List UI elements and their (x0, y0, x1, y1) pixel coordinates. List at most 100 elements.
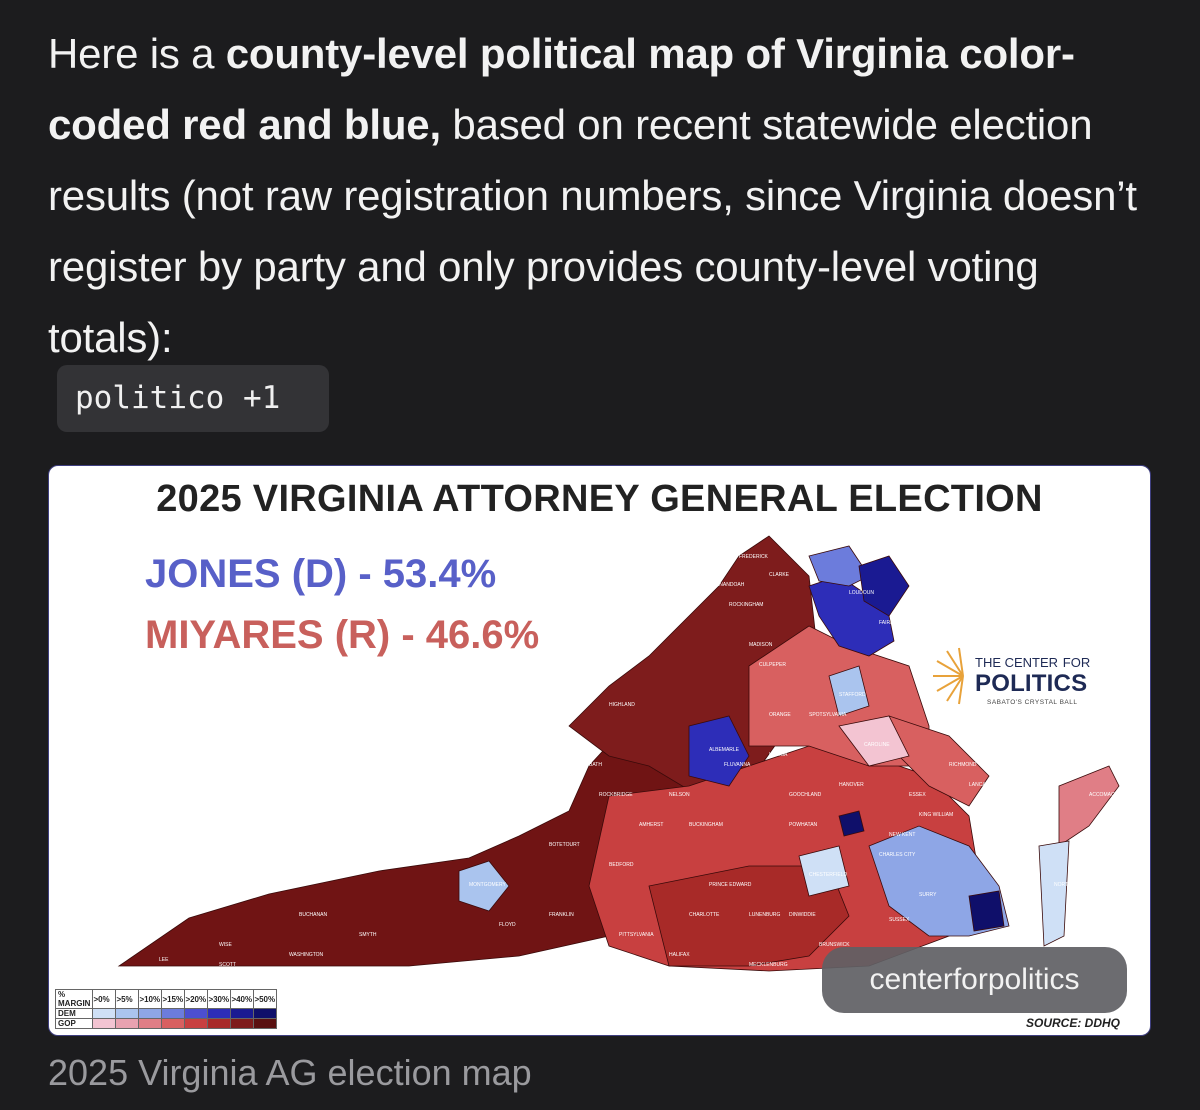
legend-bin-label: >40% (230, 989, 255, 1009)
legend-bin-label: >15% (161, 989, 186, 1009)
virginia-county-map: LOUDOUN FAIRFAX CLARKE FREDERICK CULPEPER MAD… (117, 535, 1120, 973)
legend-dem-swatch (253, 1008, 278, 1019)
county-label: CHARLOTTE (689, 912, 720, 918)
legend-dem-swatch (184, 1008, 209, 1019)
county-label: HALIFAX (669, 952, 690, 958)
county-label: SURRY (919, 892, 937, 898)
legend-gop-swatch (161, 1018, 186, 1029)
legend-bin-label: >30% (207, 989, 232, 1009)
intro-text-before: Here is a (48, 30, 226, 77)
county-label: CAROLINE (864, 742, 890, 748)
legend-gop-swatch (207, 1018, 232, 1029)
logo-the: THE CENTER (975, 655, 1059, 670)
county-label: HANOVER (839, 782, 864, 788)
margin-legend: % MARGIN >0% >5% >10% >15% >20% >30% >40% >50% … (54, 989, 278, 1029)
county-label: WISE (219, 942, 232, 948)
watermark-handle: centerforpolitics (822, 947, 1127, 1013)
county-label: AMHERST (639, 822, 663, 828)
county-label: FRANKLIN (549, 912, 574, 918)
county-label: SPOTSYLVANIA (809, 712, 847, 718)
county-label: SMYTH (359, 932, 377, 938)
logo-line-1: THE CENTER FOR (975, 652, 1090, 672)
county-label: STAFFORD (839, 692, 866, 698)
county-label: LOUISA (769, 752, 788, 758)
county-label: CLARKE (769, 572, 790, 578)
county-label: RICHMOND (949, 762, 977, 768)
legend-gop-swatch (138, 1018, 163, 1029)
center-for-politics-logo: THE CENTER FOR POLITICS SABATO'S CRYSTAL… (927, 646, 1107, 716)
county-label: ACCOMACK (1089, 792, 1119, 798)
county-label: HENRY (549, 952, 567, 958)
county-label: MADISON (749, 642, 773, 648)
legend-bin-label: >10% (138, 989, 163, 1009)
county-label: BUCHANAN (299, 912, 327, 918)
region-richmond-city (838, 810, 865, 837)
county-label: SCOTT (219, 962, 236, 968)
county-label: SHENANDOAH (709, 582, 745, 588)
map-title: 2025 VIRGINIA ATTORNEY GENERAL ELECTION (156, 478, 1043, 520)
legend-gop-swatch (230, 1018, 255, 1029)
region-accomack (1058, 765, 1120, 847)
intro-paragraph: Here is a county-level political map of … (48, 18, 1158, 373)
legend-dem-swatch (230, 1008, 255, 1019)
region-norfolk (968, 890, 1005, 932)
legend-dem-swatch (161, 1008, 186, 1019)
county-label: NEW KENT (889, 832, 915, 838)
county-label: ORANGE (769, 712, 791, 718)
county-label: NORTHAMPTON (1054, 882, 1093, 888)
dem-result: JONES (D) - 53.4% (145, 552, 497, 596)
legend-gop-label: GOP (54, 1018, 94, 1029)
region-loudoun (808, 545, 870, 587)
region-albemarle (688, 715, 750, 787)
county-label: PATRICK (479, 962, 501, 968)
region-caroline (838, 715, 910, 767)
county-label: LUNENBURG (749, 912, 781, 918)
legend-dem-swatch (138, 1008, 163, 1019)
source-chip[interactable]: politico +1 (57, 365, 329, 432)
map-image[interactable]: 2025 VIRGINIA ATTORNEY GENERAL ELECTION … (48, 465, 1151, 1036)
legend-dem-swatch (115, 1008, 140, 1019)
legend-dem-label: DEM (54, 1008, 94, 1019)
region-chesterfield (798, 845, 850, 897)
region-northampton (1038, 840, 1070, 947)
county-label: BATH (589, 762, 602, 768)
legend-header: % MARGIN (54, 989, 94, 1009)
legend-gop-swatch (184, 1018, 209, 1029)
county-label: DINWIDDIE (789, 912, 816, 918)
logo-line-3: SABATO'S CRYSTAL BALL (987, 699, 1078, 706)
intro-bold: county-level political map of Virginia c… (48, 30, 1075, 148)
sunburst-icon (933, 647, 964, 705)
logo-for: FOR (1062, 655, 1091, 670)
region-montgomery (458, 860, 510, 912)
county-label: ROCKINGHAM (729, 602, 763, 608)
county-label: MONTGOMERY (469, 882, 507, 888)
county-label: FAIRFAX (879, 620, 900, 626)
gop-result: MIYARES (R) - 46.6% (145, 613, 540, 657)
region-southside (648, 865, 850, 967)
county-label: MECKLENBURG (749, 962, 788, 968)
legend-bin-label: >0% (92, 989, 117, 1009)
image-caption: 2025 Virginia AG election map (48, 1052, 532, 1093)
county-label: LOUDOUN (849, 590, 874, 596)
county-label: WASHINGTON (289, 952, 324, 958)
county-label: LANCASTER (969, 782, 999, 788)
county-label: SUSSEX (889, 917, 910, 923)
intro-text-after: based on recent statewide election resul… (48, 101, 1137, 361)
county-label: PITTSYLVANIA (619, 932, 654, 938)
legend-dem-swatch (207, 1008, 232, 1019)
county-label: HIGHLAND (609, 702, 635, 708)
county-label: BEDFORD (609, 862, 634, 868)
legend-bin-label: >50% (253, 989, 278, 1009)
county-label: FREDERICK (739, 554, 769, 560)
legend-bin-label: >20% (184, 989, 209, 1009)
region-fairfax (858, 555, 910, 617)
county-label: ALBEMARLE (709, 747, 740, 753)
county-label: KING WILLIAM (919, 812, 953, 818)
legend-gop-swatch (92, 1018, 117, 1029)
legend-bin-label: >5% (115, 989, 140, 1009)
county-label: GOOCHLAND (789, 792, 822, 798)
county-label: CHARLES CITY (879, 852, 916, 858)
county-label: POWHATAN (789, 822, 818, 828)
county-label: FLOYD (499, 922, 516, 928)
county-label: CULPEPER (759, 662, 786, 668)
